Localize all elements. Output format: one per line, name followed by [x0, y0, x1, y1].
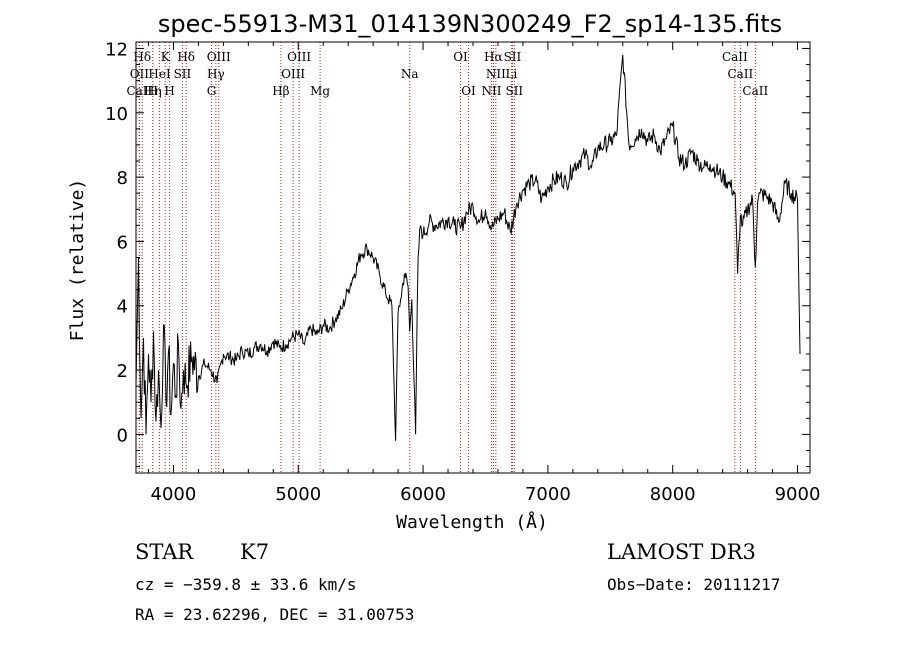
y-tick-label: 6	[117, 232, 128, 253]
redshift-velocity: cz = −359.8 ± 33.6 km/s	[135, 575, 357, 594]
object-class: STAR	[135, 540, 194, 564]
spectral-line-label: CaII	[742, 84, 768, 98]
x-axis-ticks: 4000 5000 6000 7000 8000 9000	[147, 42, 821, 505]
observation-date: Obs−Date: 20111217	[607, 575, 781, 594]
spectral-line-label: SII	[505, 84, 523, 98]
x-tick-label: 5000	[275, 484, 321, 505]
spectral-line-label: OI	[453, 50, 468, 64]
x-tick-label: 6000	[400, 484, 446, 505]
spectral-line-label: HeI	[148, 67, 171, 81]
y-tick-label: 0	[117, 425, 128, 446]
spectral-line-label: K	[161, 50, 171, 64]
plot-frame	[135, 41, 811, 474]
spectral-line-label: H	[148, 84, 158, 98]
spectral-line-label: SII	[504, 50, 522, 64]
spectral-line-label: H	[164, 84, 174, 98]
spectral-line-label: Hδ	[133, 50, 151, 64]
spectral-line-label: OI	[461, 84, 476, 98]
y-axis-ticks: 0 2 4 6 8 10 12	[105, 39, 810, 468]
spectral-line-label: Hγ	[207, 67, 225, 81]
coordinates: RA = 23.62296, DEC = 31.00753	[135, 605, 415, 624]
x-tick-label: 8000	[650, 484, 696, 505]
object-subclass: K7	[240, 540, 270, 564]
spectral-line-label: OIII	[207, 50, 231, 64]
y-tick-label: 10	[105, 104, 128, 125]
spectral-line-label: CaII	[722, 50, 748, 64]
x-tick-label: 4000	[151, 484, 197, 505]
spectral-line-label: Hη	[144, 84, 162, 98]
x-tick-label: 9000	[775, 484, 821, 505]
spectral-line-markers	[138, 42, 756, 473]
spectral-line-label: Hδ	[177, 50, 195, 64]
y-tick-label: 8	[117, 168, 128, 189]
spectral-line-label: Hβ	[272, 84, 289, 98]
spectral-line-label: SII	[174, 67, 192, 81]
spectral-line-label: OIII	[281, 67, 305, 81]
x-tick-label: 7000	[525, 484, 571, 505]
spectral-line-label: G	[207, 84, 217, 98]
spectral-line-label: NII	[481, 84, 501, 98]
spectral-line-label: OIII	[287, 50, 311, 64]
spectrum-series-line	[135, 54, 801, 441]
spectral-line-label: NII	[486, 67, 506, 81]
chart-title: spec-55913-M31_014139N300249_F2_sp14-135…	[158, 10, 782, 38]
x-axis-label: Wavelength (Å)	[396, 511, 548, 533]
y-tick-label: 12	[105, 39, 128, 60]
spectral-line-label: Li	[506, 67, 518, 81]
y-tick-label: 4	[117, 297, 128, 318]
survey-name: LAMOST DR3	[607, 540, 756, 564]
spectral-line-label: OII	[130, 67, 150, 81]
spectral-line-label: CaII	[126, 84, 152, 98]
spectral-line-label: Mg	[310, 84, 330, 98]
y-axis-label: Flux (relative)	[67, 179, 88, 342]
spectral-line-label: Na	[401, 67, 419, 81]
spectral-line-label: CaII	[727, 67, 753, 81]
spectral-line-label: Hα	[484, 50, 503, 64]
y-tick-label: 2	[117, 361, 128, 382]
